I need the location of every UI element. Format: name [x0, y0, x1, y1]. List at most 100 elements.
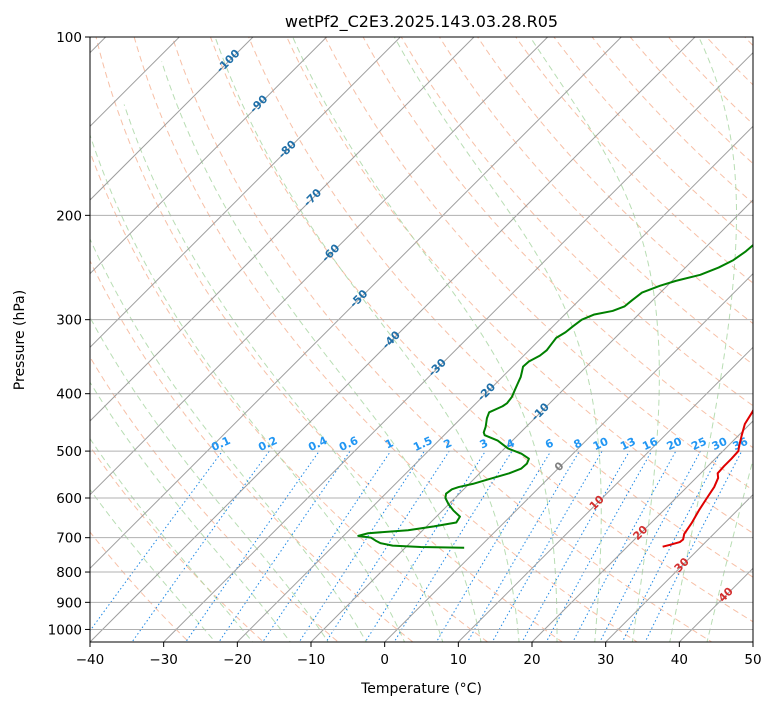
mixing-ratio-line — [298, 450, 425, 642]
isotherm — [90, 37, 696, 642]
moist-adiabat — [529, 37, 660, 642]
mixing-ratio-label: 2 — [442, 436, 454, 451]
isotherm — [531, 420, 753, 642]
mixing-ratio-line — [644, 450, 743, 642]
y-tick-label: 800 — [56, 565, 82, 581]
mixing-ratio-label: 20 — [665, 435, 685, 453]
dry-adiabat — [171, 37, 713, 642]
moist-adiabat — [292, 37, 558, 642]
isotherm — [457, 346, 753, 642]
dry-adiabat — [515, 37, 753, 284]
mixing-ratio-label: 16 — [640, 435, 660, 453]
x-tick-label: 10 — [450, 652, 467, 668]
mixing-ratio-line — [621, 450, 722, 642]
dry-adiabat — [591, 37, 753, 204]
mixing-ratio-line — [491, 450, 603, 642]
mixing-ratio-line — [393, 450, 513, 642]
mixing-ratio-line — [262, 450, 392, 642]
dry-adiabat — [553, 37, 753, 244]
moist-adiabat — [669, 37, 738, 642]
dry-adiabat — [248, 37, 753, 578]
dry-adiabat — [438, 37, 753, 366]
moist-adiabat — [90, 316, 329, 642]
mixing-ratio-label: 6 — [543, 436, 556, 451]
x-axis-ticks: −40 −30 −20 −10 0 10 20 30 40 50 — [76, 642, 762, 668]
y-tick-label: 500 — [56, 444, 82, 460]
isotherm — [752, 641, 753, 642]
mixing-ratio-label: 30 — [710, 435, 730, 453]
x-tick-label: −20 — [223, 652, 252, 668]
dry-adiabat — [286, 37, 753, 534]
dry-adiabat — [209, 37, 753, 623]
isobars — [90, 37, 753, 630]
mixing-ratio-line — [466, 450, 580, 642]
moist-adiabat — [214, 37, 520, 642]
profiles — [357, 243, 753, 549]
mixing-ratio-line — [218, 450, 351, 642]
temperature-line — [662, 408, 753, 548]
y-tick-label: 700 — [56, 531, 82, 547]
dry-adiabats — [90, 24, 775, 654]
dry-adiabat — [90, 150, 489, 642]
y-tick-label: 900 — [56, 595, 82, 611]
x-tick-label: 20 — [523, 652, 540, 668]
dry-adiabat — [629, 37, 753, 165]
isotherm — [90, 37, 475, 422]
mixing-ratio-label: 25 — [689, 435, 708, 453]
x-tick-label: −10 — [297, 652, 326, 668]
dry-adiabat — [770, 24, 775, 654]
dry-adiabat — [705, 37, 753, 86]
mixing-ratio-line — [90, 450, 223, 632]
isotherms — [90, 37, 753, 642]
chart-title: wetPf2_C2E3.2025.143.03.28.R05 — [285, 12, 558, 32]
isotherm — [383, 272, 753, 642]
isotherm — [162, 51, 753, 642]
isotherm — [236, 125, 753, 642]
mixing-ratio-line — [325, 450, 450, 642]
dry-adiabat — [744, 37, 753, 47]
moist-adiabat — [90, 488, 216, 642]
x-tick-label: −30 — [149, 652, 178, 668]
dry-adiabat — [324, 37, 753, 491]
moist-adiabat — [123, 104, 444, 642]
y-tick-label: 200 — [56, 208, 82, 224]
mixing-ratio-label: 13 — [618, 435, 637, 453]
moist-adiabat — [90, 237, 367, 642]
plot-frame — [89, 36, 754, 643]
dry-adiabat — [90, 445, 265, 642]
isotherm — [90, 37, 181, 128]
y-axis-ticks: 100 200 300 400 500 600 700 800 900 1000 — [48, 30, 90, 638]
dry-adiabat — [362, 37, 753, 449]
mixing-ratio-line — [131, 450, 270, 642]
isotherm-label: -70 — [301, 186, 324, 209]
mixing-ratio-label: 3 — [478, 436, 490, 451]
plot-area: 0.1 0.2 0.4 0.6 1 1.5 2 3 4 6 8 10 13 16 20 25 30 36 -100… — [90, 24, 775, 654]
mixing-ratio-lines — [90, 450, 743, 642]
dry-adiabat — [133, 37, 638, 642]
x-tick-label: 30 — [597, 652, 614, 668]
y-tick-label: 100 — [56, 30, 82, 46]
mixing-ratio-line — [545, 450, 653, 642]
y-tick-label: 400 — [56, 387, 82, 403]
x-tick-label: 40 — [671, 652, 688, 668]
isotherm-label: 40 — [716, 584, 736, 604]
isotherm — [90, 37, 549, 496]
y-axis-label: Pressure (hPa) — [12, 290, 28, 390]
x-axis-label: Temperature (°C) — [360, 681, 482, 697]
y-tick-label: 300 — [56, 313, 82, 329]
isotherm — [604, 493, 753, 642]
mixing-ratio-line — [435, 450, 552, 642]
dry-adiabat — [95, 37, 564, 642]
moist-adiabat — [90, 437, 254, 642]
x-tick-label: 0 — [380, 652, 389, 668]
y-tick-label: 1000 — [48, 622, 82, 638]
isotherm-label: -20 — [475, 380, 498, 403]
isotherm — [90, 37, 623, 570]
mixing-ratio-line — [185, 450, 320, 642]
moist-adiabat — [90, 381, 291, 642]
moist-adiabat — [161, 61, 482, 642]
moist-adiabat — [90, 133, 406, 642]
moist-adiabat — [706, 457, 753, 642]
isotherm — [90, 37, 328, 275]
